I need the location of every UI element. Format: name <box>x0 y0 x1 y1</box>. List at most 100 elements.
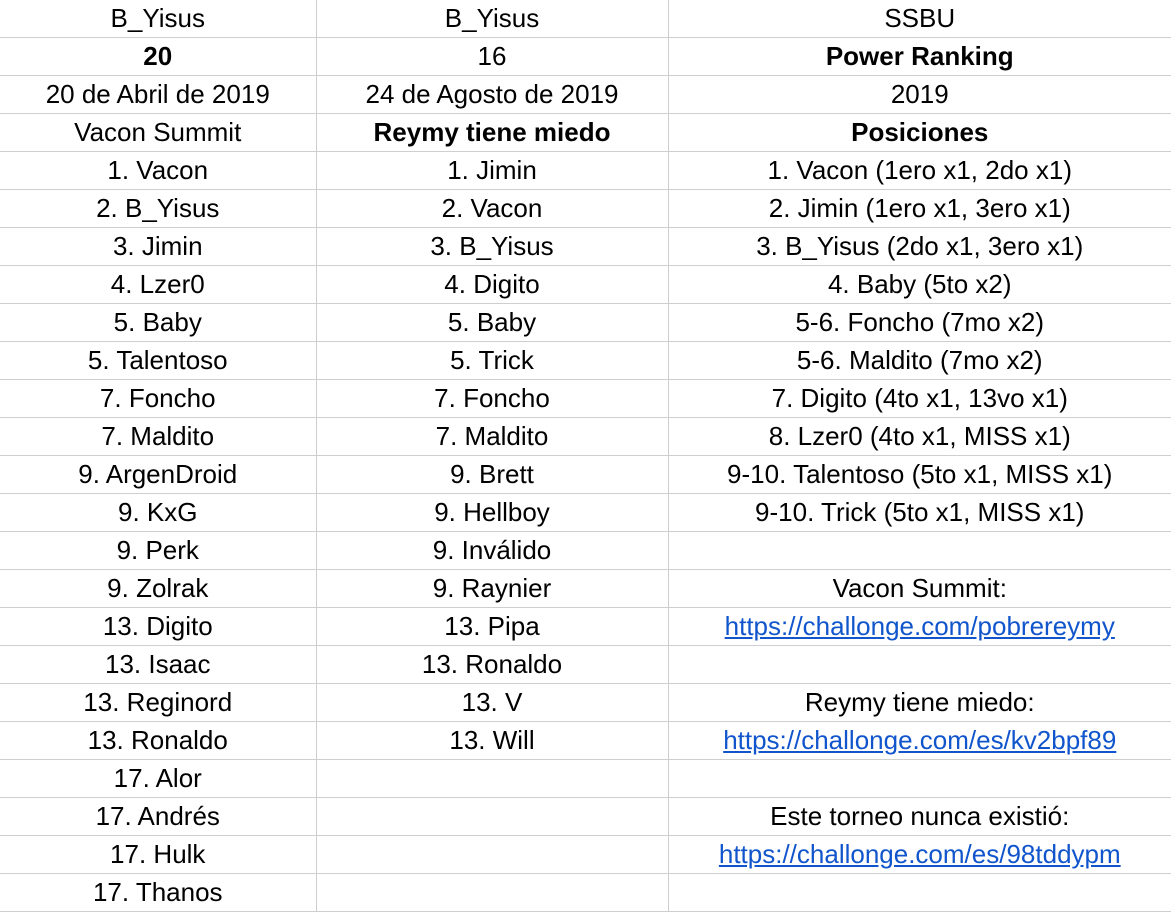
cell-reymy-tiene-miedo[interactable]: 9. Hellboy <box>316 493 669 532</box>
cell-reymy-tiene-miedo[interactable]: 13. Ronaldo <box>316 645 669 684</box>
cell-reymy-tiene-miedo[interactable] <box>316 759 669 798</box>
header-cell[interactable]: 16 <box>316 37 669 76</box>
cell-reymy-tiene-miedo[interactable] <box>316 835 669 874</box>
cell-power-ranking[interactable]: 5-6. Maldito (7mo x2) <box>668 341 1171 380</box>
cell-reymy-tiene-miedo[interactable]: 5. Trick <box>316 341 669 380</box>
cell-vacon-summit[interactable]: 9. Perk <box>0 531 317 570</box>
table-row: 5. Talentoso 5. Trick 5-6. Maldito (7mo x2… <box>0 341 1171 380</box>
header-cell[interactable]: B_Yisus <box>0 0 317 38</box>
challonge-link[interactable]: https://challonge.com/pobrereymy <box>724 611 1115 641</box>
cell-power-ranking[interactable]: 1. Vacon (1ero x1, 2do x1) <box>668 151 1171 190</box>
cell-reymy-tiene-miedo[interactable]: 7. Foncho <box>316 379 669 418</box>
header-cell[interactable]: Power Ranking <box>668 37 1171 76</box>
cell-power-ranking[interactable] <box>668 531 1171 570</box>
cell-reymy-tiene-miedo[interactable]: 3. B_Yisus <box>316 227 669 266</box>
header-cell[interactable]: 20 de Abril de 2019 <box>0 75 317 114</box>
header-row: 20 de Abril de 2019 24 de Agosto de 2019 2… <box>0 75 1171 114</box>
cell-power-ranking[interactable]: 5-6. Foncho (7mo x2) <box>668 303 1171 342</box>
cell-vacon-summit[interactable]: 9. KxG <box>0 493 317 532</box>
table-row: 9. ArgenDroid 9. Brett 9-10. Talentoso (5t… <box>0 455 1171 494</box>
challonge-link[interactable]: https://challonge.com/es/kv2bpf89 <box>723 725 1117 755</box>
cell-power-ranking[interactable]: 7. Digito (4to x1, 13vo x1) <box>668 379 1171 418</box>
cell-vacon-summit[interactable]: 2. B_Yisus <box>0 189 317 228</box>
cell-vacon-summit[interactable]: 17. Thanos <box>0 873 317 912</box>
cell-power-ranking[interactable]: Este torneo nunca existió: <box>668 797 1171 836</box>
cell-power-ranking[interactable] <box>668 759 1171 798</box>
cell-vacon-summit[interactable]: 7. Maldito <box>0 417 317 456</box>
header-cell[interactable]: Reymy tiene miedo <box>316 113 669 152</box>
table-row: 2. B_Yisus 2. Vacon 2. Jimin (1ero x1, 3er… <box>0 189 1171 228</box>
table-row: 9. Perk 9. Inválido <box>0 531 1171 570</box>
cell-vacon-summit[interactable]: 13. Isaac <box>0 645 317 684</box>
cell-vacon-summit[interactable]: 9. ArgenDroid <box>0 455 317 494</box>
table-row: 9. KxG 9. Hellboy 9-10. Trick (5to x1, MIS… <box>0 493 1171 532</box>
cell-vacon-summit[interactable]: 17. Andrés <box>0 797 317 836</box>
cell-reymy-tiene-miedo[interactable]: 7. Maldito <box>316 417 669 456</box>
cell-reymy-tiene-miedo[interactable] <box>316 797 669 836</box>
cell-reymy-tiene-miedo[interactable]: 13. Will <box>316 721 669 760</box>
header-cell[interactable]: 24 de Agosto de 2019 <box>316 75 669 114</box>
header-cell[interactable]: Vacon Summit <box>0 113 317 152</box>
cell-vacon-summit[interactable]: 4. Lzer0 <box>0 265 317 304</box>
cell-vacon-summit[interactable]: 1. Vacon <box>0 151 317 190</box>
table-row: 17. Alor <box>0 759 1171 798</box>
cell-vacon-summit[interactable]: 13. Ronaldo <box>0 721 317 760</box>
cell-reymy-tiene-miedo[interactable]: 1. Jimin <box>316 151 669 190</box>
cell-vacon-summit[interactable]: 3. Jimin <box>0 227 317 266</box>
cell-vacon-summit[interactable]: 17. Hulk <box>0 835 317 874</box>
cell-power-ranking[interactable]: 8. Lzer0 (4to x1, MISS x1) <box>668 417 1171 456</box>
table-row: 13. Ronaldo 13. Will https://challonge.com… <box>0 721 1171 760</box>
table-row: 1. Vacon 1. Jimin 1. Vacon (1ero x1, 2do x… <box>0 151 1171 190</box>
cell-power-ranking[interactable]: https://challonge.com/es/98tddypm <box>668 835 1171 874</box>
header-cell[interactable]: 20 <box>0 37 317 76</box>
cell-reymy-tiene-miedo[interactable]: 2. Vacon <box>316 189 669 228</box>
header-cell[interactable]: SSBU <box>668 0 1171 38</box>
cell-vacon-summit[interactable]: 13. Reginord <box>0 683 317 722</box>
header-cell[interactable]: 2019 <box>668 75 1171 114</box>
cell-power-ranking[interactable]: 4. Baby (5to x2) <box>668 265 1171 304</box>
table-row: 4. Lzer0 4. Digito 4. Baby (5to x2) <box>0 265 1171 304</box>
cell-vacon-summit[interactable]: 13. Digito <box>0 607 317 646</box>
table-row: 7. Foncho 7. Foncho 7. Digito (4to x1, 13v… <box>0 379 1171 418</box>
cell-power-ranking[interactable]: https://challonge.com/pobrereymy <box>668 607 1171 646</box>
cell-reymy-tiene-miedo[interactable] <box>316 873 669 912</box>
table-row: 13. Isaac 13. Ronaldo <box>0 645 1171 684</box>
header-cell[interactable]: B_Yisus <box>316 0 669 38</box>
table-row: 7. Maldito 7. Maldito 8. Lzer0 (4to x1, MI… <box>0 417 1171 456</box>
cell-reymy-tiene-miedo[interactable]: 13. Pipa <box>316 607 669 646</box>
cell-power-ranking[interactable]: Reymy tiene miedo: <box>668 683 1171 722</box>
cell-power-ranking[interactable]: Vacon Summit: <box>668 569 1171 608</box>
table-row: 5. Baby 5. Baby 5-6. Foncho (7mo x2) <box>0 303 1171 342</box>
cell-reymy-tiene-miedo[interactable]: 4. Digito <box>316 265 669 304</box>
table-row: 13. Digito 13. Pipa https://challonge.com/… <box>0 607 1171 646</box>
header-row: B_Yisus B_Yisus SSBU <box>0 0 1171 38</box>
cell-vacon-summit[interactable]: 5. Talentoso <box>0 341 317 380</box>
cell-power-ranking[interactable]: 3. B_Yisus (2do x1, 3ero x1) <box>668 227 1171 266</box>
cell-vacon-summit[interactable]: 5. Baby <box>0 303 317 342</box>
cell-power-ranking[interactable]: 9-10. Trick (5to x1, MISS x1) <box>668 493 1171 532</box>
cell-vacon-summit[interactable]: 9. Zolrak <box>0 569 317 608</box>
cell-vacon-summit[interactable]: 17. Alor <box>0 759 317 798</box>
cell-vacon-summit[interactable]: 7. Foncho <box>0 379 317 418</box>
cell-power-ranking[interactable]: https://challonge.com/es/kv2bpf89 <box>668 721 1171 760</box>
table-row: 17. Andrés Este torneo nunca existió: <box>0 797 1171 836</box>
cell-power-ranking[interactable] <box>668 873 1171 912</box>
cell-reymy-tiene-miedo[interactable]: 9. Brett <box>316 455 669 494</box>
cell-power-ranking[interactable] <box>668 645 1171 684</box>
cell-reymy-tiene-miedo[interactable]: 9. Raynier <box>316 569 669 608</box>
cell-reymy-tiene-miedo[interactable]: 5. Baby <box>316 303 669 342</box>
cell-reymy-tiene-miedo[interactable]: 9. Inválido <box>316 531 669 570</box>
cell-power-ranking[interactable]: 9-10. Talentoso (5to x1, MISS x1) <box>668 455 1171 494</box>
header-row: Vacon Summit Reymy tiene miedo Posiciones <box>0 113 1171 152</box>
table-row: 3. Jimin 3. B_Yisus 3. B_Yisus (2do x1, 3e… <box>0 227 1171 266</box>
table-row: 17. Thanos <box>0 873 1171 912</box>
header-cell[interactable]: Posiciones <box>668 113 1171 152</box>
header-row: 20 16 Power Ranking <box>0 37 1171 76</box>
table-row: 13. Reginord 13. V Reymy tiene miedo: <box>0 683 1171 722</box>
cell-reymy-tiene-miedo[interactable]: 13. V <box>316 683 669 722</box>
table-row: 17. Hulk https://challonge.com/es/98tddyp… <box>0 835 1171 874</box>
cell-power-ranking[interactable]: 2. Jimin (1ero x1, 3ero x1) <box>668 189 1171 228</box>
challonge-link[interactable]: https://challonge.com/es/98tddypm <box>718 839 1121 869</box>
